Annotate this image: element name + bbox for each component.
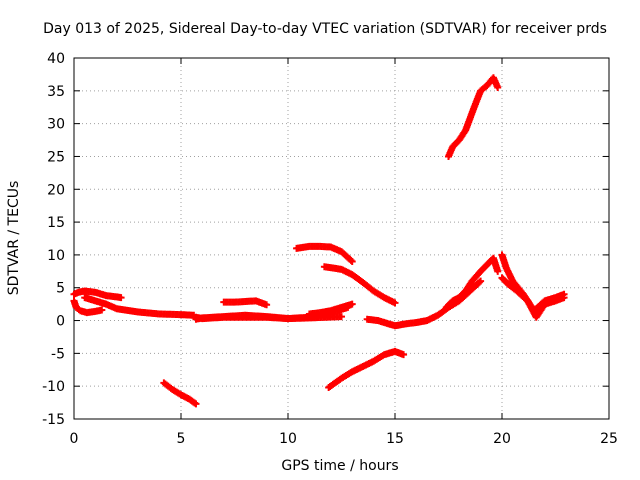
y-tick-label: 40 [47, 51, 65, 67]
axis-ticks: 0 5 10 15 20 25 -15 -10 -5 0 5 10 15 20 25 30 35 40 [42, 51, 618, 447]
data-point [348, 300, 356, 308]
data-points [70, 74, 568, 408]
y-tick-label: 25 [47, 149, 65, 165]
series-arc-2 [70, 297, 106, 317]
y-tick-label: 10 [47, 248, 65, 264]
y-tick-label: -10 [42, 379, 65, 395]
data-point [347, 256, 355, 264]
series-arc-13 [442, 254, 502, 311]
series-arc-14 [445, 74, 502, 160]
x-tick-label: 15 [386, 431, 404, 447]
plot-frame [73, 57, 610, 420]
series-arc-11 [325, 347, 408, 391]
x-tick-label: 20 [493, 431, 511, 447]
x-tick-label: 25 [600, 431, 618, 447]
data-point [192, 400, 200, 408]
data-point [338, 313, 345, 321]
y-tick-label: 15 [47, 215, 65, 231]
grid-lines [74, 58, 609, 419]
y-axis-label: SDTVAR / TECUs [6, 181, 22, 296]
series-arc-1 [70, 287, 125, 302]
y-tick-label: -15 [42, 412, 65, 428]
series-arc-10 [320, 263, 399, 307]
data-point [98, 306, 106, 314]
y-tick-label: 0 [56, 314, 65, 330]
y-tick-label: 20 [47, 182, 65, 198]
data-point [117, 294, 125, 302]
data-point [391, 299, 399, 307]
data-point [477, 277, 485, 285]
series-arc-8 [305, 300, 356, 318]
x-tick-label: 0 [70, 431, 79, 447]
y-tick-label: 5 [56, 281, 65, 297]
y-tick-label: 30 [47, 117, 65, 133]
data-point [263, 301, 271, 309]
series-arc-16 [498, 274, 568, 321]
series-arc-3 [81, 294, 198, 319]
data-point [475, 278, 483, 286]
data-point [400, 351, 408, 359]
x-axis-label: GPS time / hours [281, 458, 398, 474]
y-tick-label: 35 [47, 84, 65, 100]
chart-title: Day 013 of 2025, Sidereal Day-to-day VTE… [43, 21, 607, 37]
series-arc-4 [160, 379, 200, 408]
data-point [494, 267, 502, 275]
data-point [494, 84, 502, 92]
x-tick-label: 5 [177, 431, 186, 447]
y-tick-label: -5 [51, 346, 65, 362]
data-point [348, 257, 356, 265]
series-arc-9 [293, 242, 356, 265]
series-arc-7 [220, 297, 271, 309]
x-tick-label: 10 [279, 431, 297, 447]
data-point [560, 294, 568, 302]
